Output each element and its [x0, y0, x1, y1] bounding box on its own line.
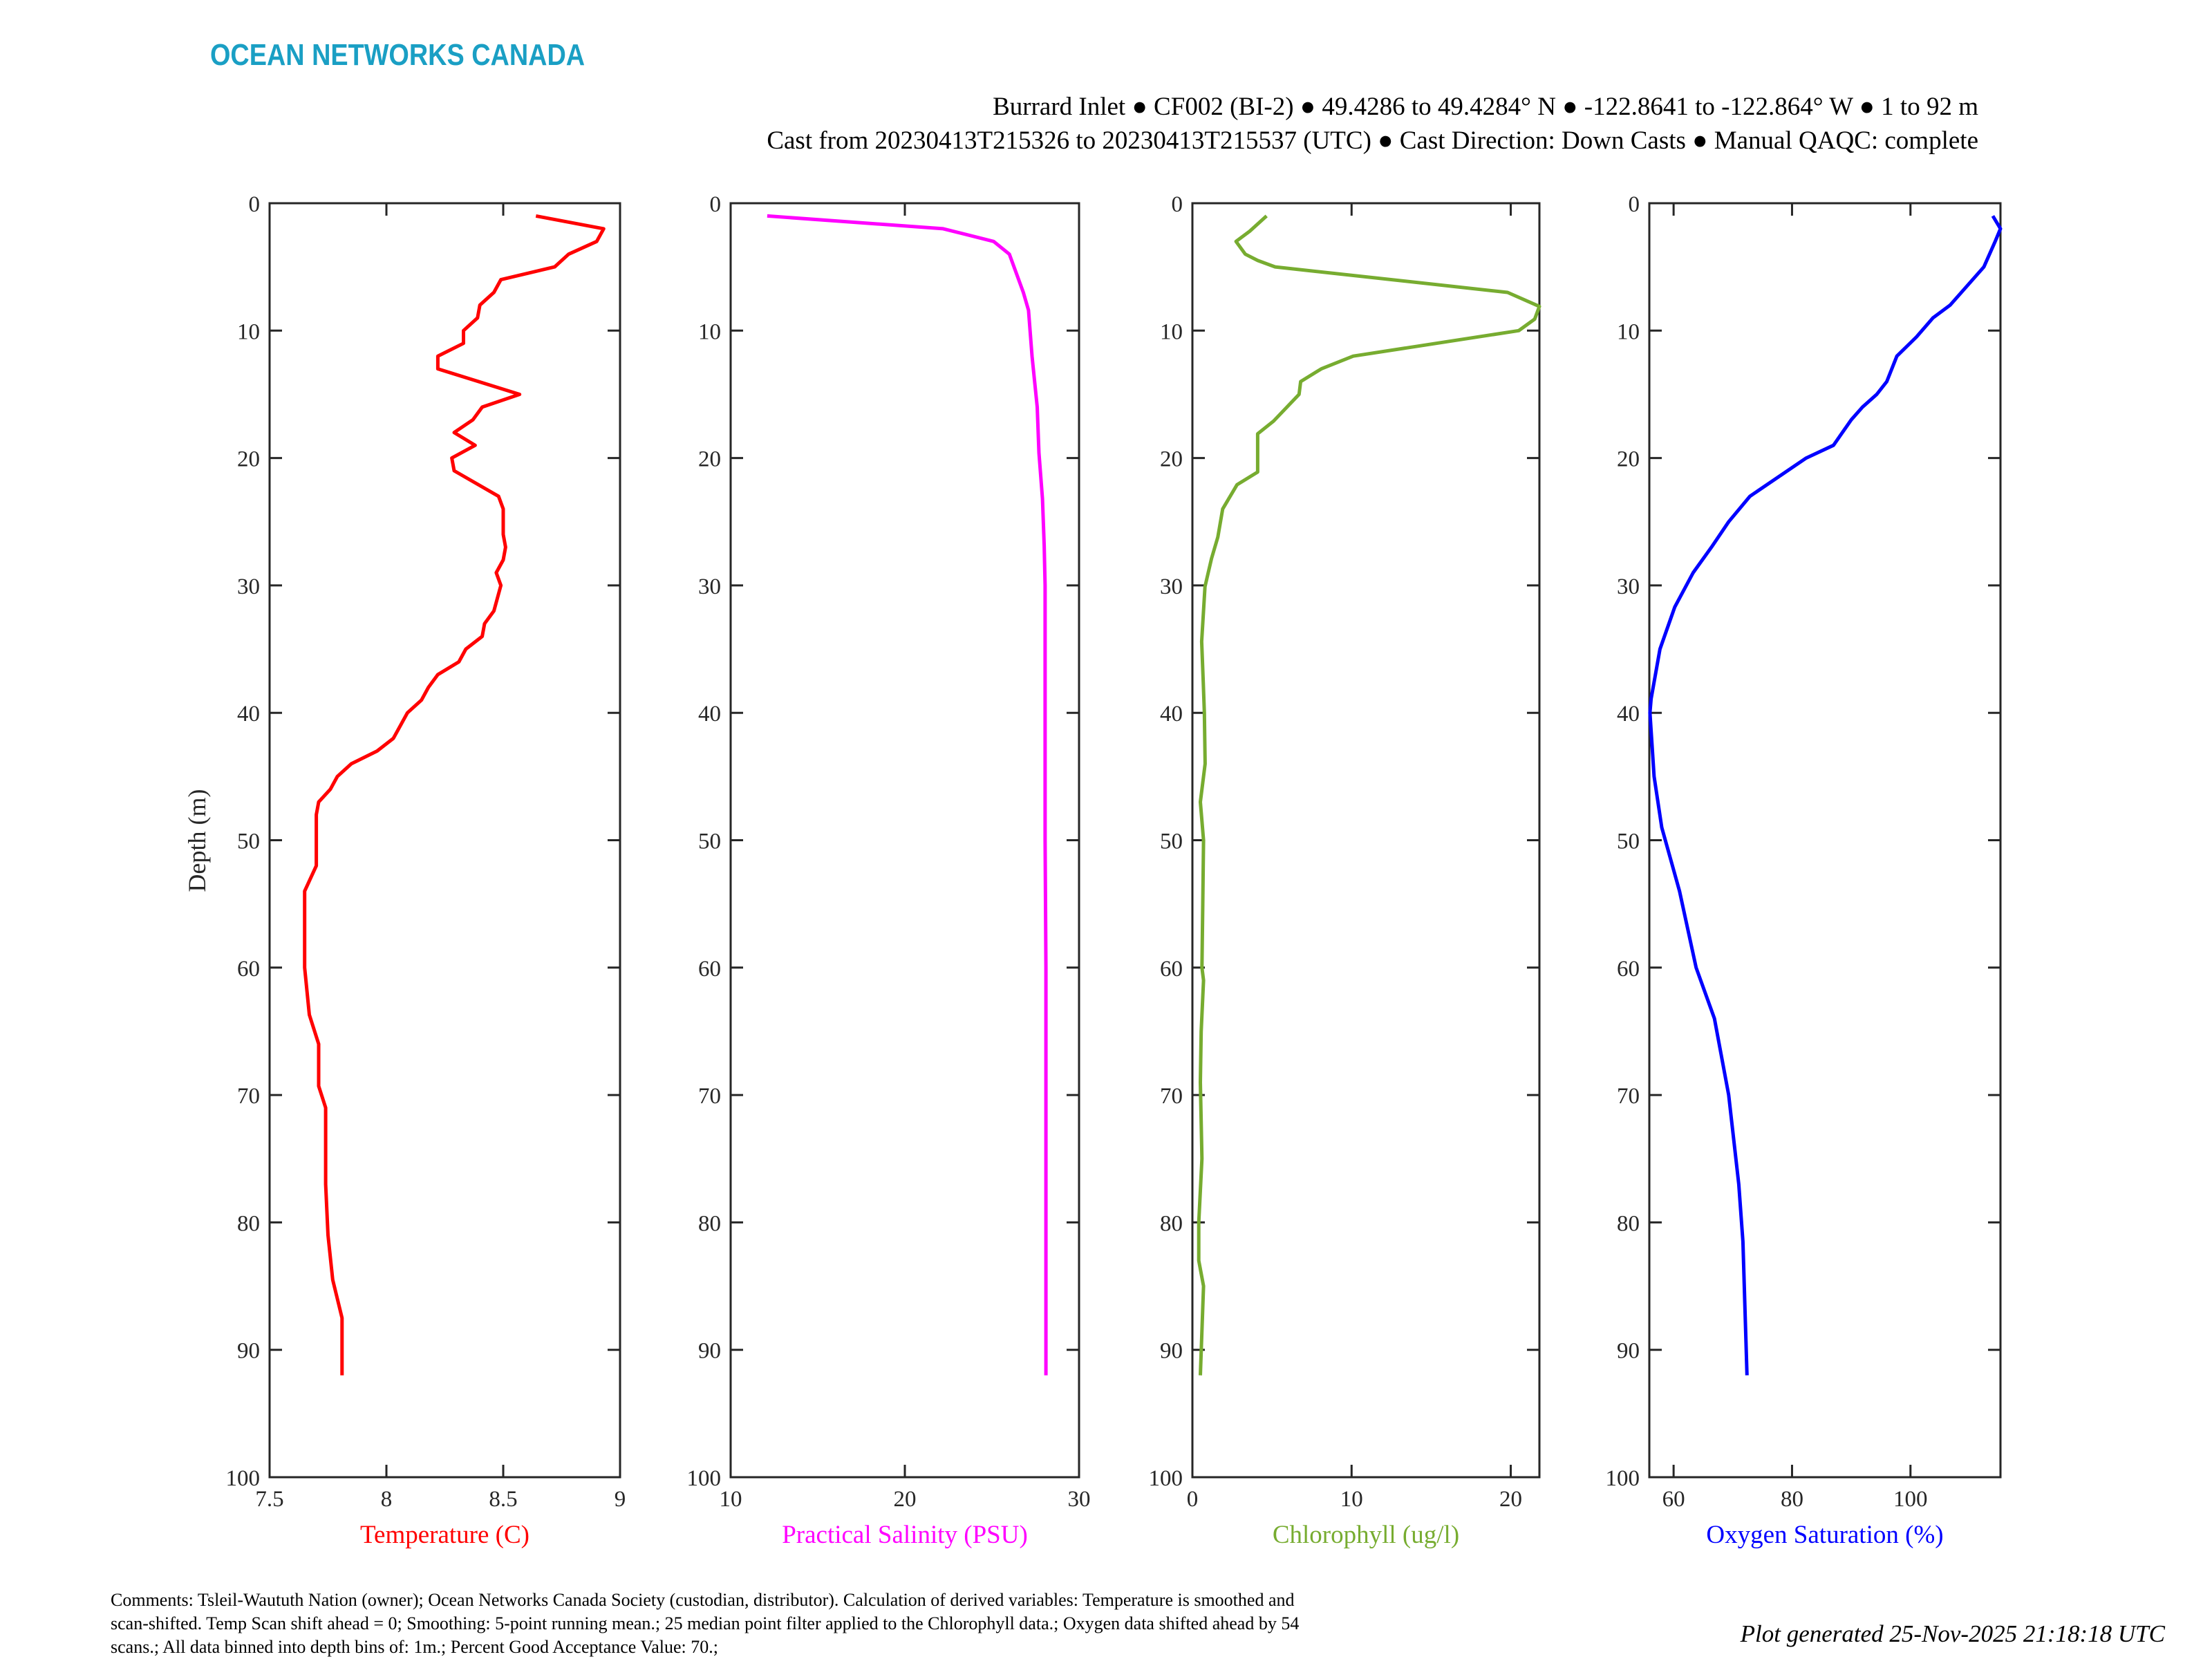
- y-tick-label: 30: [1617, 574, 1640, 599]
- y-tick-label: 10: [237, 319, 260, 344]
- y-tick-label: 60: [698, 957, 721, 982]
- y-tick-label: 100: [687, 1466, 722, 1491]
- y-tick-label: 60: [237, 957, 260, 982]
- y-tick-label: 10: [698, 319, 721, 344]
- x-tick-label: 20: [1499, 1487, 1522, 1512]
- y-tick-label: 10: [1160, 319, 1183, 344]
- x-axis-label-oxygen: Oxygen Saturation (%): [1706, 1521, 1943, 1549]
- y-tick-label: 30: [237, 574, 260, 599]
- axes-box: [268, 202, 621, 1479]
- series-line-oxygen: [1648, 215, 2003, 1376]
- x-tick-label: 20: [894, 1487, 917, 1512]
- y-tick-label: 70: [237, 1084, 260, 1109]
- y-tick-label: 90: [1160, 1339, 1183, 1364]
- x-tick-label: 9: [615, 1487, 626, 1512]
- x-tick-label: 100: [1893, 1487, 1928, 1512]
- comments-line3: scans.; All data binned into depth bins …: [111, 1637, 718, 1657]
- x-tick-label: 80: [1781, 1487, 1803, 1512]
- y-tick-label: 20: [698, 447, 721, 472]
- y-tick-label: 50: [1617, 830, 1640, 854]
- y-tick-label: 100: [226, 1466, 261, 1491]
- onc-logo: OCEAN NETWORKS CANADA: [210, 37, 585, 71]
- y-tick-label: 0: [1629, 192, 1640, 217]
- x-tick-label: 10: [1340, 1487, 1363, 1512]
- y-tick-label: 80: [1617, 1211, 1640, 1236]
- panel-oxygen: 0 10 20 30 40 50 60 70 80 90 100 60 80 100 Oxygen Satu…: [1606, 192, 2003, 1549]
- y-tick-label: 90: [1617, 1339, 1640, 1364]
- x-tick-label: 0: [1187, 1487, 1199, 1512]
- y-tick-label: 30: [1160, 574, 1183, 599]
- y-tick-label: 60: [1160, 957, 1183, 982]
- y-tick-label: 40: [1617, 702, 1640, 727]
- y-tick-label: 70: [1617, 1084, 1640, 1109]
- y-tick-label: 100: [1606, 1466, 1640, 1491]
- x-tick-label: 10: [720, 1487, 742, 1512]
- y-tick-label: 90: [237, 1339, 260, 1364]
- y-tick-label: 40: [237, 702, 260, 727]
- y-tick-label: 20: [237, 447, 260, 472]
- x-axis-label-chlorophyll: Chlorophyll (ug/l): [1273, 1521, 1459, 1549]
- y-tick-label: 50: [237, 830, 260, 854]
- y-tick-label: 30: [698, 574, 721, 599]
- y-tick-label: 0: [1172, 192, 1183, 217]
- y-tick-label: 50: [698, 830, 721, 854]
- comments-line1: Comments: Tsleil-Waututh Nation (owner);…: [111, 1590, 1294, 1610]
- y-tick-label: 20: [1617, 447, 1640, 472]
- x-tick-label: 8.5: [489, 1487, 517, 1512]
- x-axis-label-temperature: Temperature (C): [360, 1521, 529, 1549]
- y-tick-label: 0: [249, 192, 261, 217]
- y-tick-label: 100: [1149, 1466, 1183, 1491]
- y-tick-label: 70: [1160, 1084, 1183, 1109]
- y-tick-label: 50: [1160, 830, 1183, 854]
- series-line-temperature: [303, 214, 606, 1376]
- axes-box: [729, 202, 1080, 1479]
- x-tick-label: 30: [1068, 1487, 1091, 1512]
- axes-box: [1191, 202, 1541, 1479]
- y-tick-label: 60: [1617, 957, 1640, 982]
- y-tick-label: 80: [1160, 1211, 1183, 1236]
- axes-box: [1648, 202, 2002, 1479]
- y-tick-label: 80: [698, 1211, 721, 1236]
- x-tick-label: 60: [1662, 1487, 1685, 1512]
- y-tick-label: 20: [1160, 447, 1183, 472]
- y-axis-label: Depth (m): [183, 789, 211, 892]
- plot-title-line1: Burrard Inlet ● CF002 (BI-2) ● 49.4286 t…: [993, 93, 1978, 121]
- x-tick-label: 8: [381, 1487, 393, 1512]
- series-line-chlorophyll: [1197, 214, 1541, 1376]
- plot-title-line2: Cast from 20230413T215326 to 20230413T21…: [767, 126, 1978, 155]
- plot-generated-timestamp: Plot generated 25-Nov-2025 21:18:18 UTC: [1740, 1620, 2166, 1647]
- y-tick-label: 70: [698, 1084, 721, 1109]
- comments-line2: scan-shifted. Temp Scan shift ahead = 0;…: [111, 1613, 1299, 1633]
- y-tick-label: 0: [710, 192, 722, 217]
- x-tick-label: 7.5: [255, 1487, 283, 1512]
- y-tick-label: 80: [237, 1211, 260, 1236]
- x-axis-label-salinity: Practical Salinity (PSU): [782, 1521, 1028, 1549]
- y-tick-label: 10: [1617, 319, 1640, 344]
- y-tick-label: 40: [698, 702, 721, 727]
- series-line-salinity: [767, 214, 1048, 1376]
- y-tick-label: 40: [1160, 702, 1183, 727]
- y-tick-label: 90: [698, 1339, 721, 1364]
